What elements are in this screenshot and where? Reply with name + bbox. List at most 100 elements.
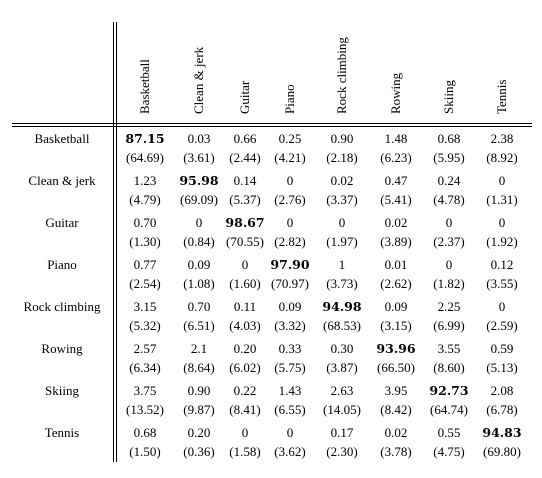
paren-value-cell: (6.02)	[229, 360, 261, 375]
paren-value-cell: (69.80)	[483, 444, 521, 459]
value-cell: 3.75	[133, 383, 157, 398]
column-header: Clean & jerk	[191, 46, 206, 114]
paren-value-cell: (3.87)	[326, 360, 358, 375]
paren-value-cell: (6.34)	[129, 360, 161, 375]
value-cell: 0.66	[233, 131, 257, 146]
value-cell: 0	[445, 215, 453, 230]
paren-value-cell: (4.75)	[433, 444, 465, 459]
value-cell: 0	[498, 299, 506, 314]
paren-value-cell: (1.60)	[229, 276, 261, 291]
value-cell: 0.02	[384, 215, 408, 230]
value-cell: 0	[241, 257, 249, 272]
paren-value-cell: (2.59)	[486, 318, 518, 333]
value-cell: 0.12	[490, 257, 514, 272]
value-cell: 1.48	[384, 131, 408, 146]
paren-value-cell: (5.13)	[486, 360, 518, 375]
paren-value-cell: (2.76)	[274, 192, 306, 207]
paren-value-cell: (1.82)	[433, 276, 465, 291]
paren-value-cell: (2.82)	[274, 234, 306, 249]
value-cell: 0.47	[384, 173, 408, 188]
value-cell: 0	[498, 215, 506, 230]
value-cell: 2.38	[490, 131, 514, 146]
diagonal-value-cell: 94.98	[322, 299, 362, 314]
paren-value-cell: (2.44)	[229, 150, 261, 165]
row-label: Clean & jerk	[28, 173, 96, 188]
value-cell: 2.25	[437, 299, 461, 314]
paren-value-cell: (3.78)	[380, 444, 412, 459]
paren-value-cell: (6.55)	[274, 402, 306, 417]
value-cell: 0.09	[187, 257, 211, 272]
paren-value-cell: (9.87)	[183, 402, 215, 417]
value-cell: 0.77	[133, 257, 157, 272]
row-label: Tennis	[44, 425, 80, 440]
value-cell: 0	[241, 425, 249, 440]
value-cell: 0.20	[187, 425, 211, 440]
value-cell: 0	[286, 425, 294, 440]
paren-value-cell: (3.61)	[183, 150, 215, 165]
paren-value-cell: (8.60)	[433, 360, 465, 375]
paren-value-cell: (8.64)	[183, 360, 215, 375]
paren-value-cell: (64.69)	[126, 150, 164, 165]
paren-value-cell: (13.52)	[126, 402, 164, 417]
column-header: Basketball	[137, 59, 152, 114]
paren-value-cell: (14.05)	[323, 402, 361, 417]
value-cell: 0.09	[384, 299, 408, 314]
paren-value-cell: (70.55)	[226, 234, 264, 249]
paren-value-cell: (1.30)	[129, 234, 161, 249]
value-cell: 1.43	[278, 383, 302, 398]
paren-value-cell: (4.79)	[129, 192, 161, 207]
value-cell: 1	[338, 257, 346, 272]
paren-value-cell: (70.97)	[271, 276, 309, 291]
value-cell: 2.1	[190, 341, 208, 356]
paren-value-cell: (8.92)	[486, 150, 518, 165]
paren-value-cell: (2.18)	[326, 150, 358, 165]
paren-value-cell: (3.73)	[326, 276, 358, 291]
value-cell: 0	[286, 173, 294, 188]
paren-value-cell: (8.42)	[380, 402, 412, 417]
paren-value-cell: (66.50)	[377, 360, 415, 375]
value-cell: 0	[445, 257, 453, 272]
column-header: Skiing	[441, 80, 456, 114]
value-cell: 0	[286, 215, 294, 230]
paren-value-cell: (4.21)	[274, 150, 306, 165]
paren-value-cell: (2.30)	[326, 444, 358, 459]
column-header: Tennis	[494, 79, 509, 114]
value-cell: 0.25	[278, 131, 302, 146]
value-cell: 0.90	[187, 383, 211, 398]
paren-value-cell: (5.75)	[274, 360, 306, 375]
paren-value-cell: (6.78)	[486, 402, 518, 417]
value-cell: 0.70	[133, 215, 157, 230]
paren-value-cell: (3.15)	[380, 318, 412, 333]
value-cell: 0	[498, 173, 506, 188]
horizontal-rule	[12, 123, 532, 124]
value-cell: 0.09	[278, 299, 302, 314]
paren-value-cell: (1.58)	[229, 444, 261, 459]
value-cell: 0.68	[437, 131, 461, 146]
value-cell: 3.55	[437, 341, 461, 356]
column-header: Rowing	[388, 72, 403, 114]
paren-value-cell: (5.95)	[433, 150, 465, 165]
paren-value-cell: (0.84)	[183, 234, 215, 249]
paren-value-cell: (6.99)	[433, 318, 465, 333]
paren-value-cell: (1.92)	[486, 234, 518, 249]
paren-value-cell: (4.78)	[433, 192, 465, 207]
value-cell: 3.15	[133, 299, 157, 314]
vertical-rule	[116, 22, 117, 462]
value-cell: 0.59	[490, 341, 514, 356]
value-cell: 0.20	[233, 341, 257, 356]
paren-value-cell: (3.89)	[380, 234, 412, 249]
paren-value-cell: (3.32)	[274, 318, 306, 333]
paren-value-cell: (3.37)	[326, 192, 358, 207]
diagonal-value-cell: 92.73	[429, 383, 469, 398]
value-cell: 0.03	[187, 131, 211, 146]
diagonal-value-cell: 87.15	[125, 131, 165, 146]
vertical-rule	[113, 22, 114, 462]
paren-value-cell: (68.53)	[323, 318, 361, 333]
value-cell: 1.23	[133, 173, 157, 188]
paren-value-cell: (6.23)	[380, 150, 412, 165]
paren-value-cell: (5.41)	[380, 192, 412, 207]
row-label: Rock climbing	[23, 299, 101, 314]
row-label: Piano	[47, 257, 77, 272]
paren-value-cell: (0.36)	[183, 444, 215, 459]
